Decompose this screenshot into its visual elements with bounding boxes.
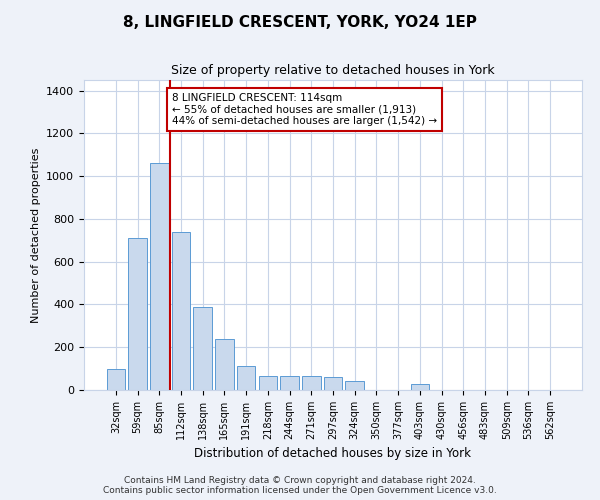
Bar <box>128 238 147 390</box>
Text: Contains HM Land Registry data © Crown copyright and database right 2024.
Contai: Contains HM Land Registry data © Crown c… <box>103 476 497 495</box>
Text: 8, LINGFIELD CRESCENT, YORK, YO24 1EP: 8, LINGFIELD CRESCENT, YORK, YO24 1EP <box>123 15 477 30</box>
Bar <box>193 306 212 390</box>
Bar <box>259 376 277 390</box>
Title: Size of property relative to detached houses in York: Size of property relative to detached ho… <box>171 64 495 78</box>
Bar <box>280 376 299 390</box>
Bar <box>410 384 429 390</box>
Text: 8 LINGFIELD CRESCENT: 114sqm
← 55% of detached houses are smaller (1,913)
44% of: 8 LINGFIELD CRESCENT: 114sqm ← 55% of de… <box>172 93 437 126</box>
Bar <box>107 368 125 390</box>
Bar <box>215 338 233 390</box>
Bar <box>172 232 190 390</box>
Bar <box>346 382 364 390</box>
Bar <box>302 376 320 390</box>
Bar <box>237 366 256 390</box>
Y-axis label: Number of detached properties: Number of detached properties <box>31 148 41 322</box>
Bar <box>150 164 169 390</box>
Bar <box>324 377 342 390</box>
X-axis label: Distribution of detached houses by size in York: Distribution of detached houses by size … <box>194 448 472 460</box>
